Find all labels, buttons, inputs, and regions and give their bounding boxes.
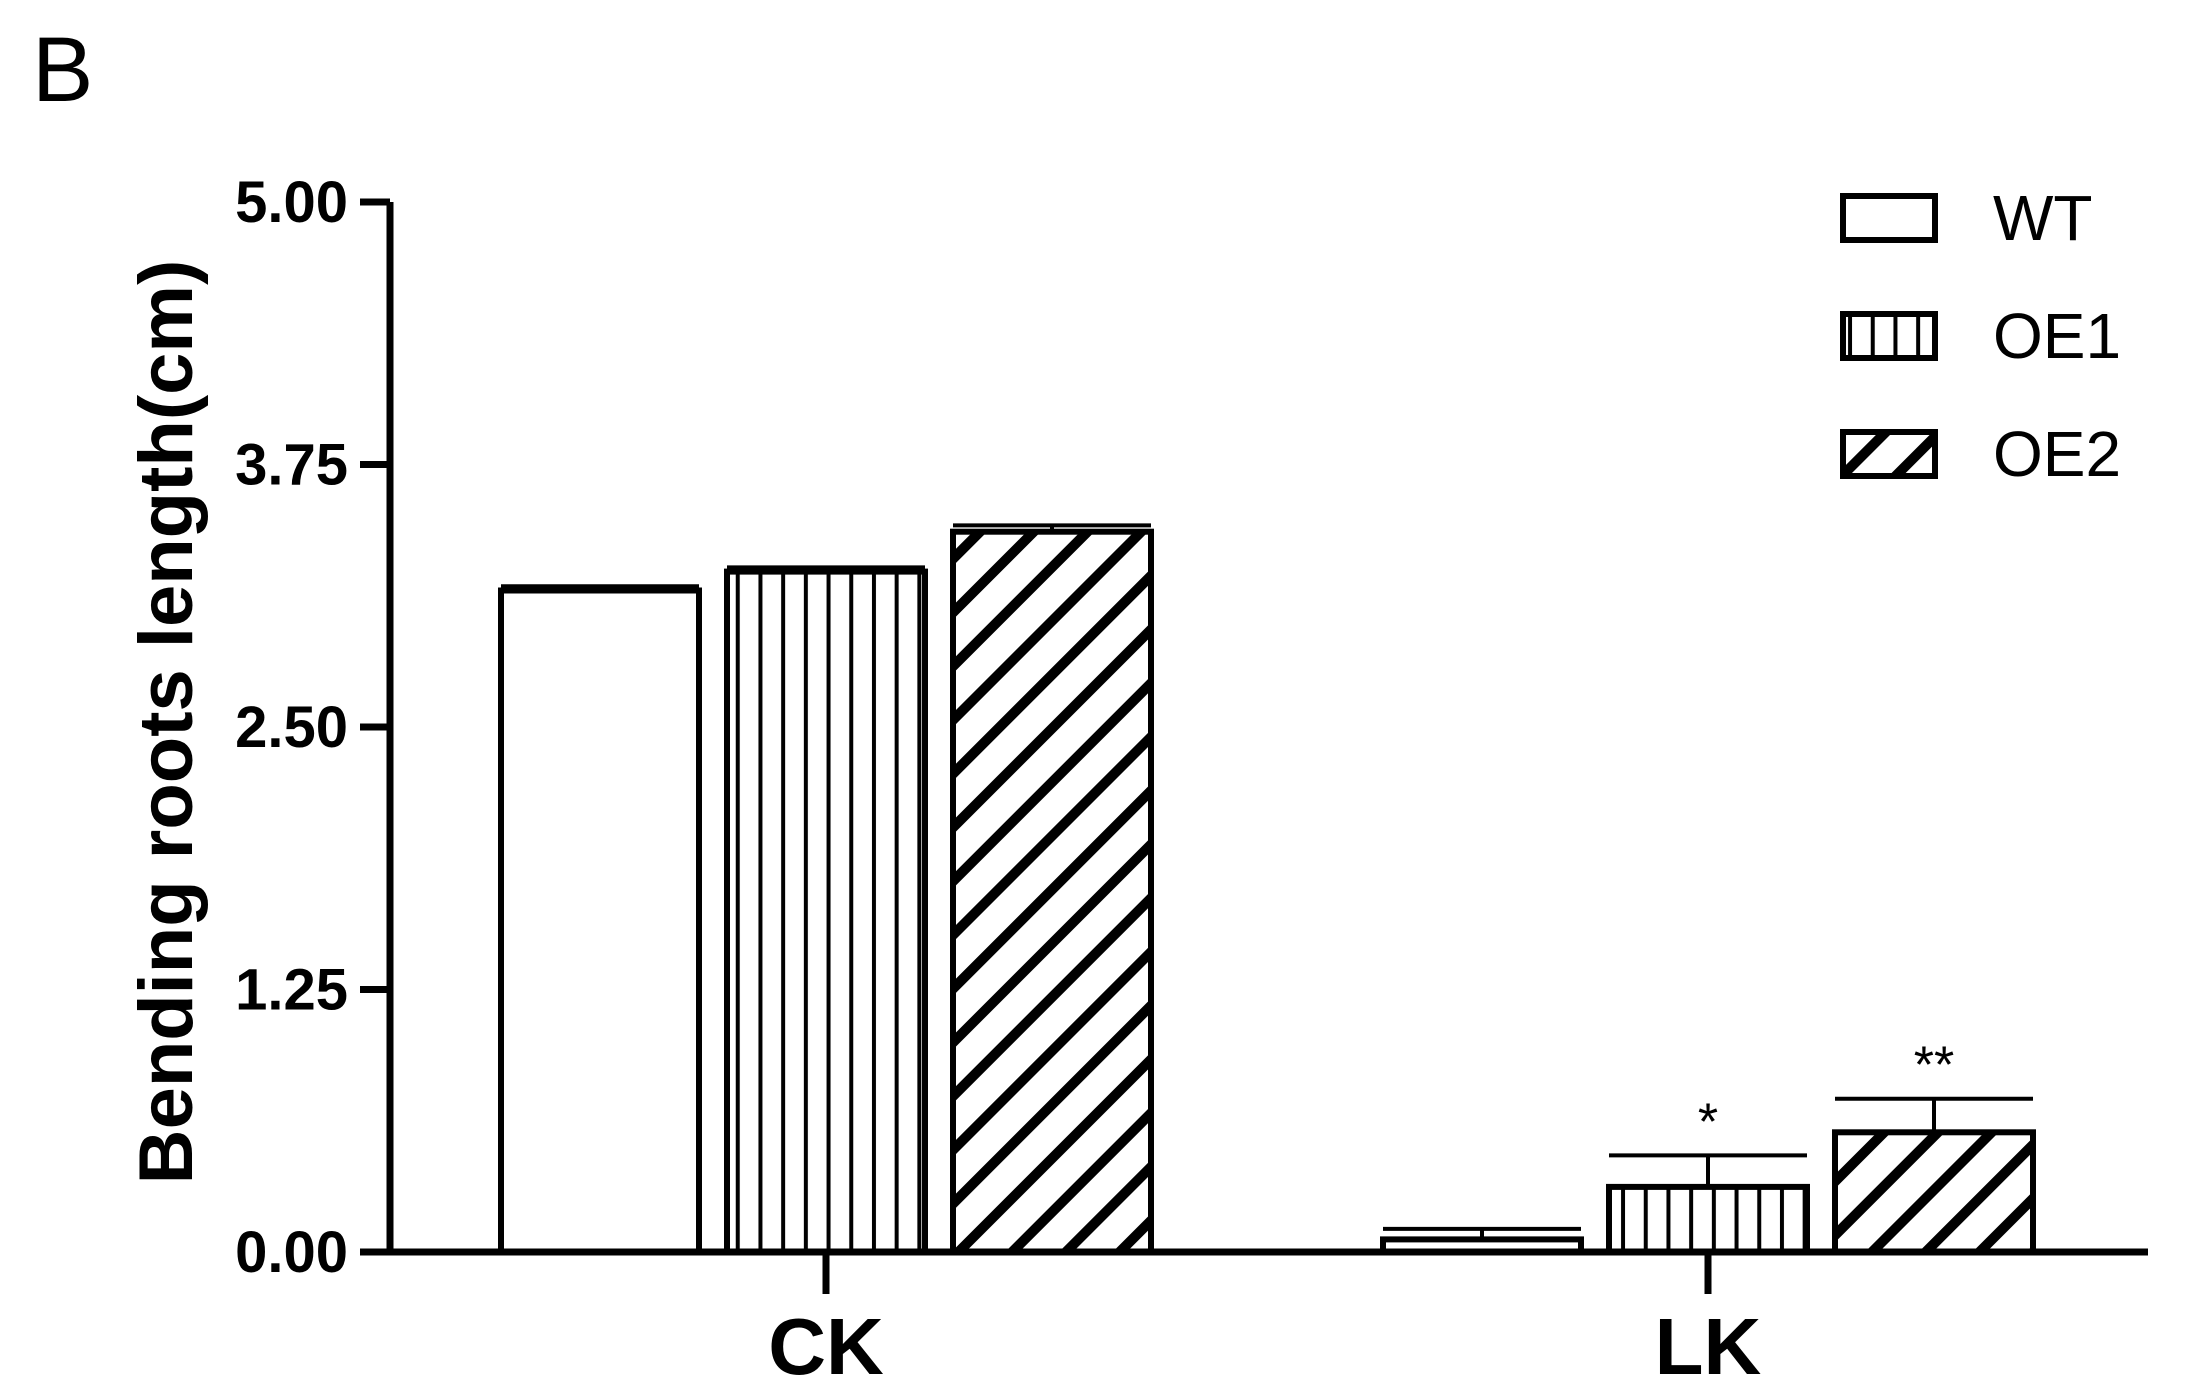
y-tick-label: 2.50 [235, 695, 348, 760]
panel-label: B [32, 19, 94, 121]
bar-wt-ck [498, 587, 702, 1255]
x-tick-label-ck: CK [768, 1302, 884, 1387]
bars-layer: *** [498, 523, 2036, 1256]
legend-swatch-wt [1840, 193, 1938, 243]
significance-mark: ** [1914, 1037, 1954, 1095]
y-tick-label: 3.75 [235, 433, 348, 498]
bar-oe2-lk [1832, 1129, 2036, 1256]
legend-label-oe1: OE1 [1993, 300, 2121, 372]
bar-oe1-ck [724, 568, 928, 1255]
bar-oe1-lk [1606, 1183, 1810, 1256]
y-tick-label: 0.00 [235, 1220, 348, 1285]
bar-oe2-ck [950, 528, 1154, 1255]
y-tick-label: 5.00 [235, 170, 348, 235]
legend-label-oe2: OE2 [1993, 418, 2121, 490]
legend-swatch-oe1 [1840, 311, 1938, 361]
significance-mark: * [1698, 1093, 1718, 1151]
y-axis-title: Bending roots length(cm) [124, 260, 209, 1185]
legend: WT OE1 OE2 [1840, 182, 2121, 490]
axes-layer: 0.00 1.25 2.50 3.75 5.00 CK LK Bending roots le… [124, 170, 2148, 1387]
x-tick-label-lk: LK [1655, 1302, 1762, 1387]
legend-swatch-oe2 [1840, 429, 1938, 479]
legend-label-wt: WT [1993, 182, 2093, 254]
y-tick-label: 1.25 [235, 958, 348, 1023]
